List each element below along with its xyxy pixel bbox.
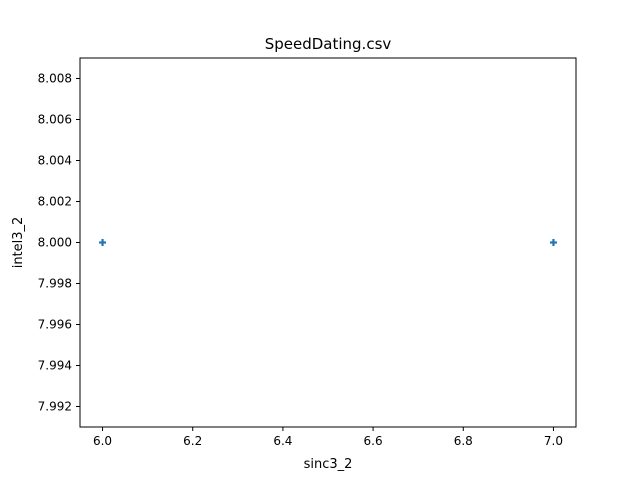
x-tick-label: 6.0 bbox=[93, 434, 112, 448]
x-axis-label: sinc3_2 bbox=[304, 457, 353, 472]
x-tick-label: 7.0 bbox=[544, 434, 563, 448]
y-tick-label: 8.004 bbox=[38, 154, 72, 168]
data-points bbox=[99, 239, 557, 246]
y-tick-label: 7.996 bbox=[38, 318, 72, 332]
y-tick-label: 7.992 bbox=[38, 400, 72, 414]
chart-title: SpeedDating.csv bbox=[265, 35, 392, 53]
x-tick-label: 6.8 bbox=[454, 434, 473, 448]
y-tick-label: 8.006 bbox=[38, 113, 72, 127]
y-axis-ticks: 7.992 7.994 7.996 7.998 8.000 8.002 8.004 8.006… bbox=[38, 72, 80, 414]
x-tick-label: 6.6 bbox=[364, 434, 383, 448]
y-axis-label: intel3_2 bbox=[11, 217, 26, 269]
x-tick-label: 6.2 bbox=[183, 434, 202, 448]
y-tick-label: 8.002 bbox=[38, 195, 72, 209]
y-tick-label: 8.008 bbox=[38, 72, 72, 86]
x-tick-label: 6.4 bbox=[273, 434, 292, 448]
axes-frame bbox=[79, 57, 577, 428]
y-tick-label: 8.000 bbox=[38, 236, 72, 250]
data-point bbox=[549, 239, 557, 246]
data-point bbox=[99, 239, 107, 246]
y-tick-label: 7.998 bbox=[38, 277, 72, 291]
y-tick-label: 7.994 bbox=[38, 359, 72, 373]
x-axis-ticks: 6.0 6.2 6.4 6.6 6.8 7.0 bbox=[93, 427, 563, 448]
